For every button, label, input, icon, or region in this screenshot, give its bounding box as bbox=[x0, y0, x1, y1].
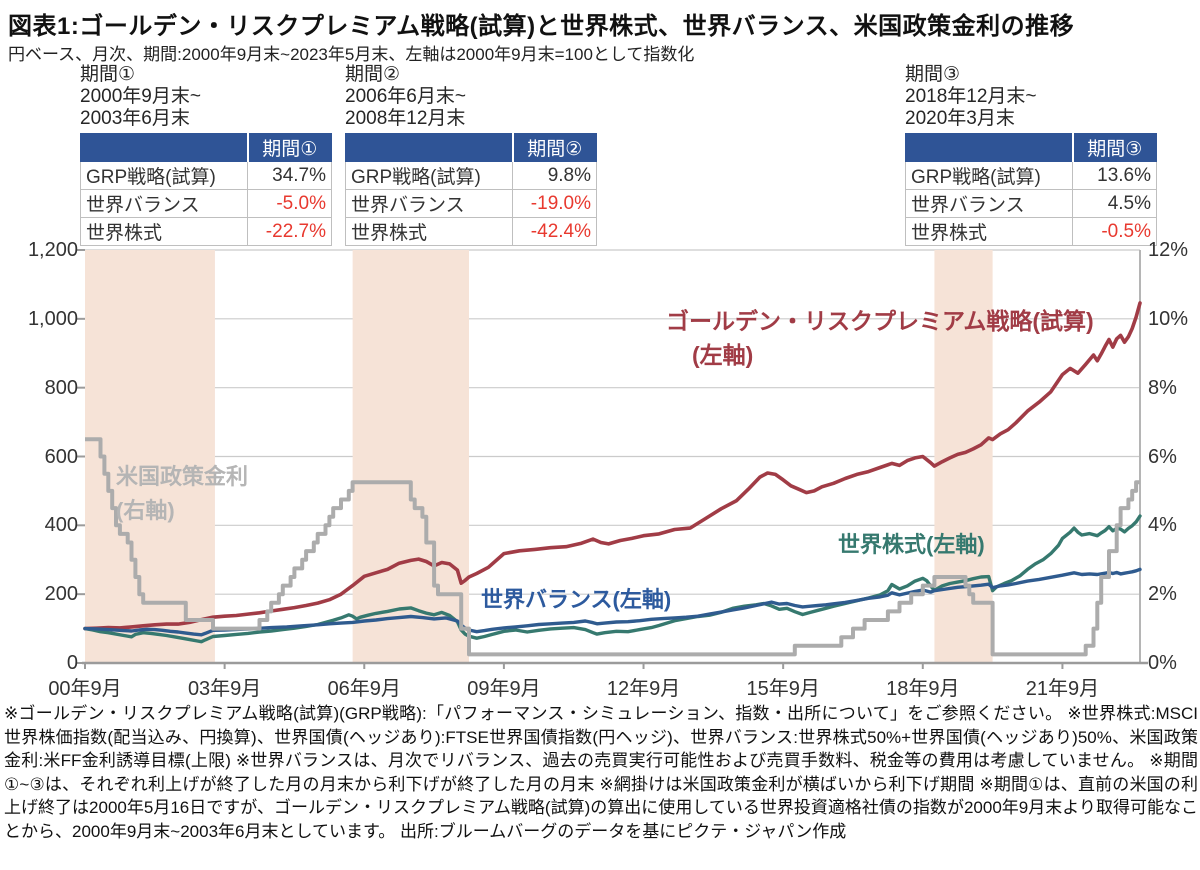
rate-cut-band bbox=[934, 250, 993, 663]
period-value: -22.7% bbox=[247, 217, 332, 246]
series-name: GRP戦略(試算) bbox=[904, 161, 1074, 190]
footnote: ※ゴールデン・リスクプレミアム戦略(試算)(GRP戦略):「パフォーマンス・シミ… bbox=[4, 704, 1198, 841]
x-axis-label: 09年9月 bbox=[467, 678, 541, 700]
x-axis-label: 18年9月 bbox=[886, 678, 960, 700]
series-name: 世界株式 bbox=[79, 217, 249, 246]
period-value: -0.5% bbox=[1072, 217, 1157, 246]
period-3-table: 期間③ GRP戦略(試算) 13.6% 世界バランス 4.5% 世界株式 -0.… bbox=[904, 133, 1157, 246]
period-2-table-header: 期間② bbox=[512, 133, 597, 162]
rate-cut-band bbox=[85, 250, 215, 663]
period-3-label: 期間③ bbox=[905, 64, 961, 85]
series-name: 世界バランス bbox=[904, 189, 1074, 218]
period-2-range-start: 2006年6月末~ bbox=[345, 86, 466, 107]
world-equity-label: 世界株式(左軸) bbox=[838, 532, 985, 557]
us-policy-rate-label: 米国政策金利 (右軸) bbox=[116, 464, 249, 523]
period-1-label: 期間① bbox=[80, 64, 136, 85]
left-axis-label: 800 bbox=[44, 376, 78, 399]
table-row: 世界株式 -0.5% bbox=[904, 217, 1157, 246]
page-title: 図表1:ゴールデン・リスクプレミアム戦略(試算)と世界株式、世界バランス、米国政… bbox=[8, 13, 1075, 40]
period-3-table-header: 期間③ bbox=[1072, 133, 1157, 162]
series-世界株式 bbox=[83, 514, 1142, 644]
right-axis-label: 4% bbox=[1148, 514, 1177, 537]
period-1-range-end: 2003年6月末 bbox=[80, 108, 190, 129]
x-axis-label: 15年9月 bbox=[746, 678, 820, 700]
right-axis-label: 6% bbox=[1148, 445, 1177, 468]
right-axis-label: 12% bbox=[1148, 239, 1189, 261]
x-axis-label: 03年9月 bbox=[187, 678, 262, 700]
table-row: GRP戦略(試算) 13.6% bbox=[904, 161, 1157, 190]
period-3-block: 期間③ 2018年12月末~ 2020年3月末 期間③ GRP戦略(試算) 13… bbox=[904, 64, 1161, 246]
period-1-block: 期間① 2000年9月末~ 2003年6月末 期間① GRP戦略(試算) 34.… bbox=[79, 64, 336, 246]
x-axis-label: 12年9月 bbox=[606, 678, 681, 700]
left-axis-label: 400 bbox=[44, 514, 78, 537]
right-axis-label: 2% bbox=[1148, 583, 1177, 606]
period-value: 34.7% bbox=[247, 161, 332, 190]
left-axis-label: 600 bbox=[44, 445, 78, 468]
period-2-table: 期間② GRP戦略(試算) 9.8% 世界バランス -19.0% 世界株式 -4… bbox=[344, 133, 597, 246]
period-2-label: 期間② bbox=[345, 64, 401, 85]
period-2-table-corner bbox=[344, 133, 514, 162]
left-axis-label: 200 bbox=[44, 583, 78, 606]
period-2-range-end: 2008年12月末 bbox=[345, 108, 466, 129]
period-value: 4.5% bbox=[1072, 189, 1157, 218]
period-value: -42.4% bbox=[512, 217, 597, 246]
rate-cut-band bbox=[352, 250, 469, 663]
table-row: 世界株式 -42.4% bbox=[344, 217, 597, 246]
period-3-range-end: 2020年3月末 bbox=[905, 108, 1015, 129]
x-axis-label: 21年9月 bbox=[1025, 678, 1100, 700]
table-row: GRP戦略(試算) 34.7% bbox=[79, 161, 332, 190]
right-axis-label: 8% bbox=[1148, 376, 1177, 399]
x-axis-label: 06年9月 bbox=[327, 678, 401, 700]
period-3-table-corner bbox=[904, 133, 1074, 162]
left-axis-label: 0 bbox=[66, 652, 78, 674]
series-name: 世界株式 bbox=[904, 217, 1074, 246]
table-row: 世界バランス -19.0% bbox=[344, 189, 597, 218]
period-1-table: 期間① GRP戦略(試算) 34.7% 世界バランス -5.0% 世界株式 -2… bbox=[79, 133, 332, 246]
period-2-block: 期間② 2006年6月末~ 2008年12月末 期間② GRP戦略(試算) 9.… bbox=[344, 64, 601, 246]
series-name: GRP戦略(試算) bbox=[79, 161, 249, 190]
series-ゴールデン・リスクプレミアム戦略(試算) bbox=[83, 301, 1142, 631]
period-3-range-start: 2018年12月末~ bbox=[905, 86, 1037, 107]
series-name: 世界株式 bbox=[344, 217, 514, 246]
left-axis-label: 1,200 bbox=[27, 239, 78, 261]
page-subtitle: 円ベース、月次、期間:2000年9月末~2023年5月末、左軸は2000年9月末… bbox=[8, 45, 695, 64]
period-1-table-header: 期間① bbox=[247, 133, 332, 162]
period-value: -19.0% bbox=[512, 189, 597, 218]
world-balance-label: 世界バランス(左軸) bbox=[481, 587, 672, 612]
period-value: 13.6% bbox=[1072, 161, 1157, 190]
grp-strategy-label: ゴールデン・リスクプレミアム戦略(試算) (左軸) bbox=[666, 308, 1094, 368]
line-chart bbox=[77, 249, 1148, 669]
right-axis-label: 0% bbox=[1148, 652, 1177, 674]
right-axis-label: 10% bbox=[1148, 307, 1189, 330]
series-米国政策金利 bbox=[85, 437, 1140, 657]
table-row: 世界バランス 4.5% bbox=[904, 189, 1157, 218]
left-axis-label: 1,000 bbox=[27, 307, 78, 330]
table-row: 世界株式 -22.7% bbox=[79, 217, 332, 246]
period-1-range-start: 2000年9月末~ bbox=[80, 86, 201, 107]
series-世界バランス bbox=[83, 567, 1142, 637]
period-value: 9.8% bbox=[512, 161, 597, 190]
x-axis-label: 00年9月 bbox=[48, 678, 122, 700]
